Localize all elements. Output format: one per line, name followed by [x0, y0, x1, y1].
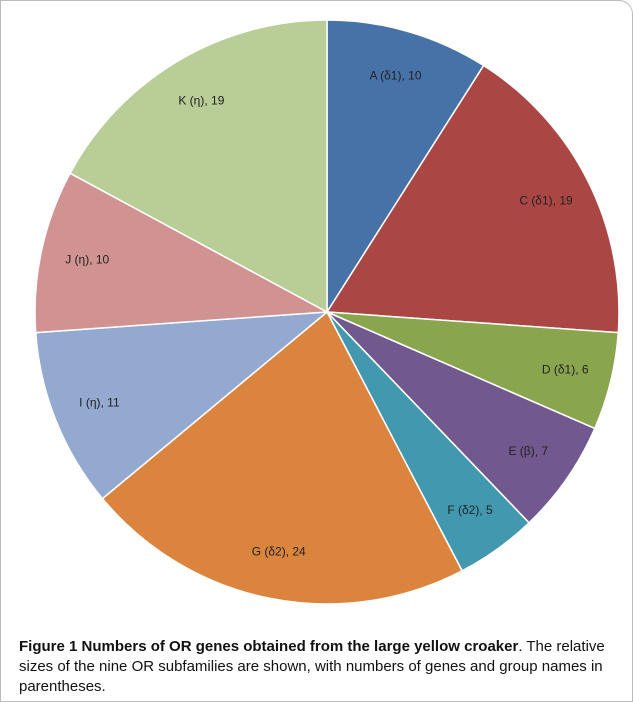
slice-category: I (η): [79, 396, 100, 410]
slice-value: 19: [211, 94, 225, 108]
slice-label: J (η), 10: [65, 252, 109, 266]
slice-value: 10: [408, 69, 422, 83]
slice-value: 11: [107, 396, 120, 410]
slice-category: G (δ2): [252, 545, 286, 559]
slice-value: 6: [582, 363, 589, 377]
slice-value: 10: [96, 252, 110, 266]
slice-label: E (β), 7: [508, 444, 548, 458]
caption-label: Figure 1: [19, 638, 78, 655]
pie-slice: [101, 310, 464, 605]
slice-value: 19: [559, 194, 573, 208]
slice-label: A (δ1), 10: [369, 69, 421, 83]
chart: A (δ1), 10 C (δ1), 19 D (δ1), 6 E (β), 7 F (…: [34, 19, 620, 605]
slice-label: K (η), 19: [178, 94, 224, 108]
slice-value: 5: [486, 503, 493, 517]
slice-label: F (δ2), 5: [447, 503, 493, 517]
pie-slice: [34, 311, 330, 500]
slice-category: F (δ2): [447, 503, 479, 517]
pie-slice: [69, 19, 328, 314]
slice-label: I (η), 11: [79, 396, 120, 410]
slice-label: C (δ1), 19: [519, 194, 573, 208]
slice-value: 7: [541, 444, 548, 458]
slice-category: A (δ1): [369, 69, 401, 83]
caption: Figure 1 Numbers of OR genes obtained fr…: [19, 637, 619, 697]
pie-slice: [326, 311, 596, 524]
slice-value: 24: [292, 545, 306, 559]
pie-slice: [326, 19, 485, 315]
slice-label: G (δ2), 24: [252, 545, 306, 559]
slice-category: K (η): [178, 94, 204, 108]
caption-title: Numbers of OR genes obtained from the la…: [81, 638, 519, 655]
slice-category: J (η): [65, 252, 89, 266]
pie-slice: [34, 172, 330, 334]
slice-category: D (δ1): [542, 363, 575, 377]
slice-category: E (β): [508, 444, 534, 458]
slice-category: C (δ1): [519, 194, 552, 208]
slice-label: D (δ1), 6: [542, 363, 589, 377]
pie-slice: [325, 64, 620, 334]
caption-text: . The relative sizes of the nine OR subf…: [19, 638, 605, 695]
